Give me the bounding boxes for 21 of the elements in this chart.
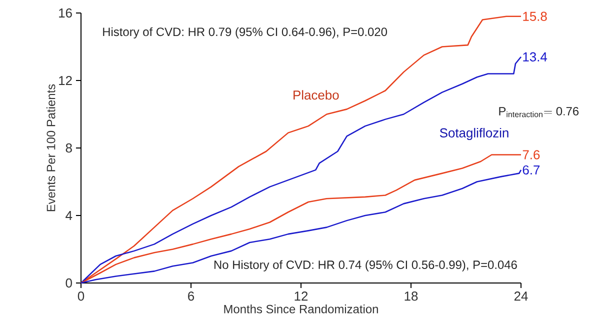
data-label: 15.8 [523,12,547,21]
x-axis-title: Months Since Randomization [224,304,378,314]
x-tick-label: 0 [78,292,84,301]
y-tick-label: 16 [59,8,72,18]
x-tick-label: 18 [404,292,418,301]
series-label: Placebo [294,90,339,100]
y-axis-title: Events Per 100 Patients [46,84,56,212]
data-label: 6.7 [522,165,540,175]
y-tick-label: 0 [66,278,72,288]
annotation: History of CVD: HR 0.79 (95% CI 0.64-0.96), P=0.020 [103,27,388,38]
y-tick-label: 12 [59,76,72,86]
x-tick-label: 12 [294,292,308,301]
x-tick-label: 24 [514,292,528,301]
x-tick-label: 6 [188,292,194,301]
data-label: 13.4 [523,52,548,62]
y-tick-label: 4 [66,211,72,220]
data-label: 7.6 [522,150,540,160]
text: Sotagliflozin [440,128,508,140]
y-tick-label: 8 [66,143,72,153]
annotation: No History of CVD: HR 0.74 (95% CI 0.56-0.99), P=0.046 [214,260,517,272]
annotation: $\mathrm{P}_{\mathrm{interaction}}\mathrm{=0.76}$ [499,106,579,118]
